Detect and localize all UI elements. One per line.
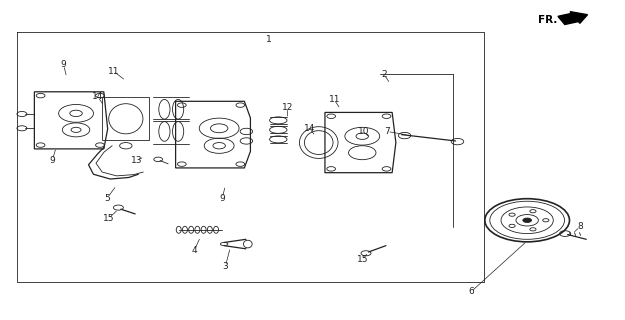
Text: 5: 5: [104, 194, 110, 203]
Text: 14: 14: [304, 124, 315, 133]
Text: 15: 15: [102, 214, 114, 223]
Text: 14: 14: [92, 92, 104, 101]
Text: 4: 4: [191, 246, 197, 255]
Text: 13: 13: [131, 156, 142, 164]
Text: 6: 6: [468, 287, 474, 296]
Text: 15: 15: [356, 255, 368, 264]
Text: 10: 10: [357, 127, 369, 136]
Text: 2: 2: [381, 70, 387, 79]
Text: 7: 7: [384, 127, 390, 136]
Text: FR.: FR.: [538, 15, 557, 25]
Text: 1: 1: [266, 35, 272, 44]
FancyArrow shape: [558, 12, 588, 25]
Circle shape: [522, 218, 531, 222]
Text: 9: 9: [219, 194, 225, 203]
Text: 3: 3: [222, 262, 228, 271]
Text: 9: 9: [49, 156, 55, 164]
Text: 11: 11: [107, 67, 119, 76]
Text: 9: 9: [61, 60, 66, 69]
Text: 11: 11: [329, 95, 340, 104]
Text: 12: 12: [282, 103, 293, 112]
Text: 8: 8: [577, 222, 583, 231]
